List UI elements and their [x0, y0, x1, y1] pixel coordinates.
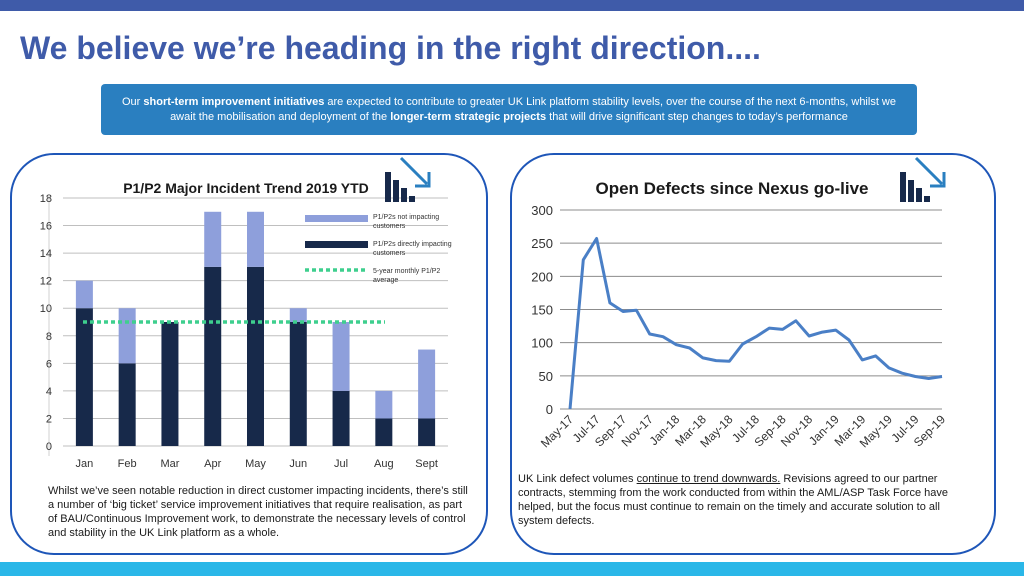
- y-tick-label: 8: [46, 331, 52, 343]
- intro-text-2: are expected to contribute to greater UK…: [170, 96, 896, 123]
- incident-caption: Whilst we’ve seen notable reduction in d…: [48, 485, 468, 539]
- bar-not-impacting: [332, 322, 350, 391]
- bar-not-impacting: [75, 280, 93, 309]
- legend-label-average: 5-year monthly P1/P2 average: [373, 268, 440, 284]
- y-tick-label: 18: [40, 193, 52, 205]
- legend-label-not-impacting: P1/P2s not impacting customers: [373, 214, 439, 230]
- bar-direct: [289, 322, 307, 446]
- icon-bar: [916, 188, 922, 202]
- x-tick-label: Sept: [415, 458, 438, 470]
- icon-bar: [393, 180, 399, 202]
- icon-bar: [385, 172, 391, 202]
- legend-swatch-direct: [305, 241, 368, 248]
- icon-bar: [900, 172, 906, 202]
- page-title: We believe we’re heading in the right di…: [20, 30, 761, 66]
- legend-swatch-not-impacting: [305, 215, 368, 222]
- bar-not-impacting: [418, 349, 436, 419]
- top-accent-bar: [0, 0, 1024, 11]
- icon-arrow-head: [415, 172, 431, 188]
- bottom-accent-bar: [0, 562, 1024, 576]
- icon-bar: [924, 196, 930, 202]
- y-tick-label: 0: [546, 402, 553, 417]
- bar-trend-icon: [900, 156, 946, 202]
- icon-bar: [409, 196, 415, 202]
- x-tick-label: May: [245, 458, 266, 470]
- defects-caption: UK Link defect volumes continue to trend…: [518, 472, 973, 528]
- icon-bar: [908, 180, 914, 202]
- icon-arrow-shaft: [399, 156, 429, 186]
- bar-direct: [418, 418, 436, 446]
- intro-bold-1: short-term improvement initiatives: [143, 96, 325, 108]
- y-tick-label: 100: [531, 336, 553, 351]
- defects-chart-panel: [510, 153, 996, 555]
- defects-caption-post: Revisions agreed to our partner contract…: [518, 473, 948, 527]
- bar-not-impacting: [289, 308, 307, 322]
- defects-line: [568, 237, 943, 410]
- x-tick-label: Jan: [76, 458, 94, 470]
- y-tick-label: 250: [531, 236, 553, 251]
- bar-direct: [75, 308, 93, 446]
- icon-arrow-shaft: [914, 156, 944, 186]
- x-tick-label: Aug: [374, 458, 394, 470]
- intro-text-1: Our: [121, 96, 144, 108]
- y-tick-label: 16: [40, 221, 52, 233]
- x-tick-label: May-17: [538, 412, 576, 450]
- y-tick-label: 2: [46, 413, 52, 425]
- y-tick-label: 300: [531, 203, 553, 218]
- y-tick-label: 12: [40, 276, 52, 288]
- legend-label-direct: P1/P2s directly impacting customers: [373, 241, 452, 257]
- icon-arrow-head: [930, 172, 946, 188]
- defects-caption-pre: UK Link defect volumes: [518, 473, 637, 485]
- bar-direct: [375, 418, 393, 446]
- chart-title: P1/P2 Major Incident Trend 2019 YTD: [123, 180, 369, 196]
- bar-direct: [204, 266, 222, 446]
- bar-direct: [161, 322, 179, 446]
- bar-trend-icon: [385, 156, 431, 202]
- bar-not-impacting: [247, 211, 264, 267]
- bar-direct: [247, 266, 264, 446]
- bar-direct: [332, 390, 350, 446]
- y-tick-label: 14: [40, 248, 52, 260]
- x-tick-label: Feb: [118, 458, 137, 470]
- x-tick-label: Apr: [204, 458, 221, 470]
- y-tick-label: 50: [539, 369, 553, 384]
- bar-not-impacting: [204, 211, 222, 267]
- intro-bold-2: longer-term strategic projects: [390, 111, 547, 123]
- chart-title: Open Defects since Nexus go-live: [595, 179, 868, 198]
- y-tick-label: 6: [46, 358, 52, 370]
- x-tick-label: Jul: [334, 458, 348, 470]
- x-tick-label: Mar: [160, 458, 179, 470]
- y-tick-label: 0: [46, 441, 52, 453]
- intro-banner: Our short-term improvement initiatives a…: [101, 84, 917, 135]
- icon-bar: [401, 188, 407, 202]
- x-tick-label: Jun: [289, 458, 307, 470]
- bar-direct: [118, 363, 136, 446]
- y-tick-label: 4: [46, 386, 52, 398]
- y-tick-label: 10: [40, 303, 52, 315]
- y-tick-label: 200: [531, 269, 553, 284]
- chart-backdrop: [48, 196, 50, 456]
- intro-text-3: that will drive significant step changes…: [546, 111, 848, 123]
- defects-caption-underlined: continue to trend downwards.: [636, 473, 781, 485]
- bar-not-impacting: [375, 390, 393, 419]
- bar-not-impacting: [118, 308, 136, 364]
- y-tick-label: 150: [531, 303, 553, 318]
